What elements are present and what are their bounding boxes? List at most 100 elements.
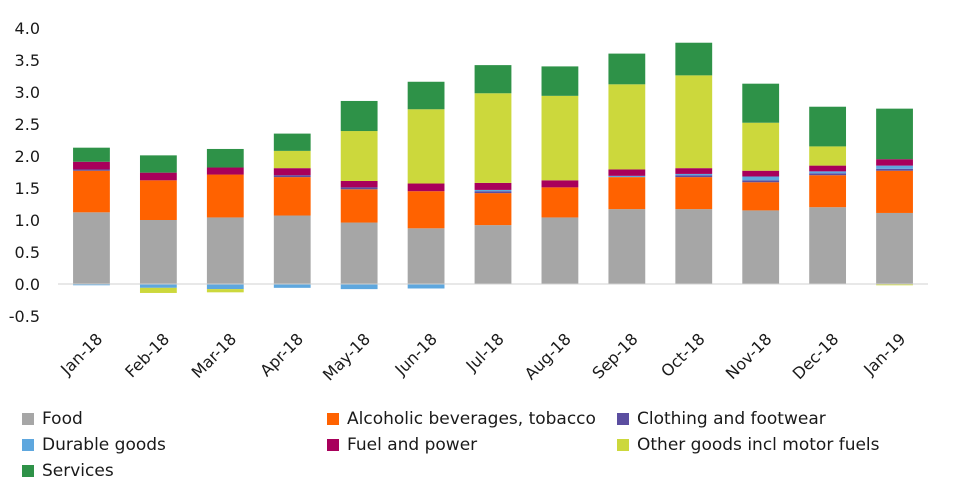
legend-item: Clothing and footwear [617, 409, 826, 429]
bar-segment [809, 175, 847, 208]
bar-segment [809, 106, 847, 147]
legend-item: Services [22, 461, 114, 481]
bar-segment [340, 131, 378, 181]
bar-segment [273, 150, 311, 169]
legend-label: Fuel and power [347, 435, 478, 455]
bar-segment [675, 177, 713, 210]
bar-segment [340, 189, 378, 223]
x-tick-label: Jul-18 [462, 329, 508, 375]
legend-item: Fuel and power [327, 435, 477, 455]
bar-segment [340, 100, 378, 132]
bar-segment [541, 180, 579, 188]
bar-segment [876, 108, 913, 160]
y-axis: 4.0 3.5 3.0 2.5 2.0 1.5 1.0 0.5 0.0 -0.5 [9, 19, 40, 326]
y-tick-label: 3.5 [15, 51, 40, 70]
bar-segment [809, 173, 847, 176]
y-tick-label: 0.5 [15, 243, 40, 262]
y-tick-label: 2.5 [15, 115, 40, 134]
legend-item: Other goods incl motor fuels [617, 435, 880, 455]
bar-segment [608, 53, 646, 85]
bar-segment [474, 193, 512, 226]
legend-swatch [617, 439, 629, 451]
bar-segment [73, 170, 110, 213]
bar-segment [809, 146, 847, 166]
bar-segment [139, 220, 177, 284]
x-tick-label: Oct-18 [657, 329, 708, 380]
bar-segment [675, 173, 713, 176]
legend-swatch [327, 413, 339, 425]
bar-segment [206, 174, 244, 218]
bar-segment [608, 84, 646, 170]
bar-segment [809, 165, 847, 172]
x-tick-label: Jan-18 [56, 329, 106, 379]
bar-segment [407, 81, 445, 110]
bar-segment [876, 170, 913, 213]
bar-segment [876, 284, 913, 286]
bar-segment [474, 65, 512, 94]
bar-segment [474, 225, 512, 284]
legend-label: Durable goods [42, 435, 166, 455]
bar-segment [742, 182, 780, 211]
y-tick-label: 4.0 [15, 19, 40, 38]
bar-segment [541, 187, 579, 218]
bar-segment [541, 66, 579, 96]
bar-segment [541, 95, 579, 181]
bar-segment [675, 209, 713, 284]
bar-segment [742, 210, 780, 284]
y-tick-label: -0.5 [9, 307, 40, 326]
bar-segment [675, 175, 713, 178]
bar-segment [608, 175, 646, 178]
legend-label: Other goods incl motor fuels [637, 435, 880, 455]
x-tick-label: Apr-18 [256, 329, 307, 380]
bar-segment [474, 182, 512, 190]
bar-segment [608, 177, 646, 210]
legend-label: Services [42, 461, 114, 481]
bar-segment [742, 180, 780, 183]
legend-label: Food [42, 409, 83, 429]
x-tick-label: Dec-18 [789, 329, 843, 383]
bar-segment [73, 161, 110, 170]
bar-segment [407, 191, 445, 229]
bar-segment [206, 284, 244, 290]
legend-label: Alcoholic beverages, tobacco [347, 409, 596, 429]
bar-segment [809, 171, 847, 174]
bar-segment [675, 75, 713, 169]
bar-segment [474, 191, 512, 194]
bar-segment [407, 228, 445, 284]
legend-swatch [617, 413, 629, 425]
bar-segment [139, 155, 177, 173]
bar-segment [206, 167, 244, 175]
bar-segment [73, 147, 110, 162]
bar-segment [73, 169, 110, 171]
bar-segment [474, 93, 512, 183]
y-tick-label: 2.0 [15, 147, 40, 166]
bar-segment [139, 287, 177, 293]
bar-segment [474, 189, 512, 192]
bar-segment [407, 109, 445, 184]
legend-item: Alcoholic beverages, tobacco [327, 409, 596, 429]
bar-segment [742, 176, 780, 181]
y-tick-label: 3.0 [15, 83, 40, 102]
bar-segment [809, 207, 847, 284]
legend-item: Food [22, 409, 83, 429]
bar-segment [876, 165, 913, 169]
bar-segment [876, 212, 913, 284]
bar-segment [742, 83, 780, 123]
bar-segment [742, 170, 780, 177]
bar-segment [407, 183, 445, 192]
bar-segment [876, 168, 913, 171]
bar-segment [340, 222, 378, 284]
bar-segment [608, 169, 646, 176]
bars [73, 42, 913, 293]
x-tick-label: Feb-18 [121, 329, 173, 381]
bar-segment [541, 217, 579, 284]
x-tick-label: Mar-18 [188, 329, 241, 382]
bar-segment [273, 215, 311, 284]
bar-segment [340, 180, 378, 188]
bar-segment [340, 187, 378, 190]
bar-segment [139, 172, 177, 181]
legend-swatch [22, 465, 34, 477]
bar-segment [73, 212, 110, 284]
bar-segment [273, 284, 311, 288]
